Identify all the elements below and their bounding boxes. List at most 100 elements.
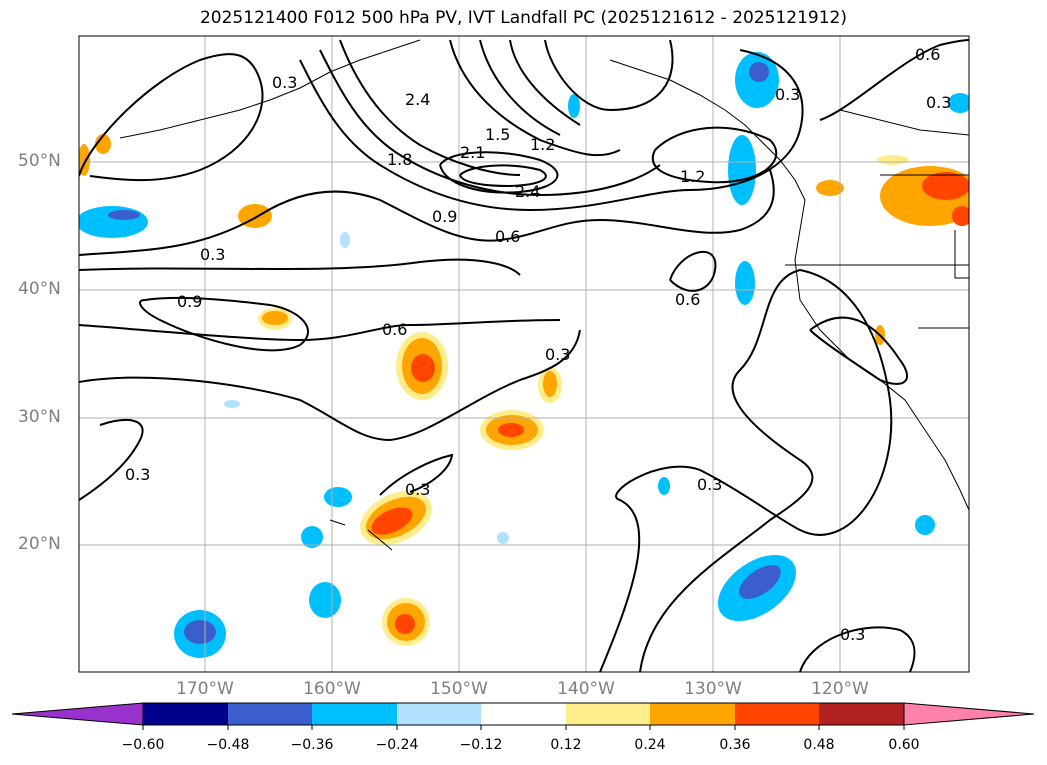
- contour-line: [339, 39, 521, 176]
- negative-shading: [301, 526, 323, 548]
- colorbar-tick-label: 0.12: [550, 737, 582, 753]
- negative-light: [224, 400, 240, 408]
- coastlines: [119, 39, 969, 551]
- positive-shading: [95, 134, 111, 154]
- colorbar-tick-label: −0.12: [459, 737, 503, 753]
- colorbar-extend-low: [11, 702, 144, 726]
- lat-label-40n: 40°N: [18, 279, 61, 299]
- lon-label-140w: 140°W: [557, 679, 615, 699]
- negative-shading: [324, 487, 352, 507]
- negative-shading: [309, 582, 341, 618]
- lat-label-20n: 20°N: [18, 534, 61, 554]
- lon-label-160w: 160°W: [303, 679, 361, 699]
- colorbar-segment: [312, 703, 397, 725]
- contour-line: [79, 319, 561, 342]
- contour-line: [79, 258, 521, 276]
- contour-label: 2.4: [515, 182, 540, 201]
- contour-label: 0.6: [495, 227, 520, 246]
- colorbar-tick-label: 0.36: [719, 737, 751, 753]
- lon-label-130w: 130°W: [684, 679, 742, 699]
- contour-line: [544, 39, 674, 112]
- contour-label: 0.3: [125, 465, 150, 484]
- shaded-anomalies: [79, 52, 969, 658]
- lat-label-30n: 30°N: [18, 407, 61, 427]
- map-plot-area: [79, 36, 969, 672]
- contour-label: 2.1: [460, 143, 485, 162]
- colorbar-segment: [481, 703, 566, 725]
- contour-line: [379, 453, 454, 496]
- lon-label-120w: 120°W: [811, 679, 869, 699]
- contour-line: [439, 151, 559, 194]
- colorbar-frame: [142, 702, 905, 726]
- colorbar-segment: [819, 703, 904, 725]
- contour-line: [479, 39, 561, 136]
- negative-light: [340, 232, 350, 248]
- negative-shading: [948, 93, 969, 113]
- contour-line: [79, 53, 264, 182]
- contour-line: [449, 39, 621, 157]
- contour-label: 0.3: [840, 625, 865, 644]
- contour-label: 0.3: [926, 93, 951, 112]
- contour-label: 1.2: [680, 167, 705, 186]
- contour-label: 0.3: [545, 345, 570, 364]
- negative-core: [739, 565, 781, 599]
- negative-shading: [658, 477, 670, 495]
- map-frame: [78, 35, 970, 673]
- contour-line: [139, 296, 310, 352]
- contour-label: 0.3: [697, 475, 722, 494]
- contour-label: 0.6: [915, 45, 940, 64]
- contour-label: 0.3: [272, 73, 297, 92]
- contour-label-group: 0.3 2.4 1.8 2.1 1.5 1.2 2.4 0.9 0.6 1.2 …: [125, 45, 951, 644]
- positive-core: [922, 172, 969, 200]
- negative-core: [749, 62, 769, 82]
- positive-core: [411, 354, 435, 382]
- colorbar-tick-label: 0.48: [803, 737, 835, 753]
- colorbar-segment: [228, 703, 312, 725]
- negative-shading: [79, 206, 148, 238]
- positive-core: [371, 507, 413, 535]
- lon-label-150w: 150°W: [430, 679, 488, 699]
- contour-label: 0.3: [200, 245, 225, 264]
- contour-line: [79, 419, 144, 501]
- colorbar-tick-label: 0.60: [888, 737, 920, 753]
- contour-line: [809, 316, 909, 385]
- contour-line: [819, 39, 969, 121]
- lat-label-50n: 50°N: [18, 151, 61, 171]
- colorbar-segment: [735, 703, 819, 725]
- contour-line: [459, 164, 547, 188]
- colorbar-ticks: [142, 725, 905, 730]
- contour-label: 0.6: [675, 290, 700, 309]
- negative-shading: [915, 515, 935, 535]
- lon-label-170w: 170°W: [176, 679, 234, 699]
- colorbar-segment: [397, 703, 481, 725]
- colorbar-segment: [650, 703, 735, 725]
- colorbar-extend-high: [903, 702, 1035, 726]
- contour-label: 2.4: [405, 90, 430, 109]
- contour-label: 1.8: [387, 150, 412, 169]
- contour-label: 0.9: [432, 207, 457, 226]
- contour-line: [669, 251, 717, 292]
- negative-shading: [735, 261, 755, 305]
- positive-core: [952, 206, 969, 226]
- negative-shading: [728, 135, 756, 205]
- contour-line: [79, 329, 581, 442]
- contour-line: [299, 49, 804, 212]
- colorbar: [11, 702, 1035, 730]
- pv-contours: [79, 39, 969, 672]
- contour-label: 0.3: [775, 85, 800, 104]
- colorbar-tick-label: −0.60: [121, 737, 165, 753]
- graticule: [79, 36, 969, 672]
- colorbar-tick-label: −0.36: [290, 737, 334, 753]
- map-title: 2025121400 F012 500 hPa PV, IVT Landfall…: [199, 8, 847, 28]
- negative-light: [497, 532, 509, 544]
- colorbar-segment: [143, 703, 228, 725]
- positive-core: [498, 423, 524, 437]
- positive-shading: [543, 371, 557, 397]
- contour-label: 1.2: [530, 135, 555, 154]
- contour-line: [652, 126, 778, 184]
- colorbar-tick-label: −0.48: [206, 737, 250, 753]
- colorbar-tick-label: −0.24: [375, 737, 419, 753]
- positive-shading: [816, 180, 844, 196]
- positive-light: [877, 155, 909, 165]
